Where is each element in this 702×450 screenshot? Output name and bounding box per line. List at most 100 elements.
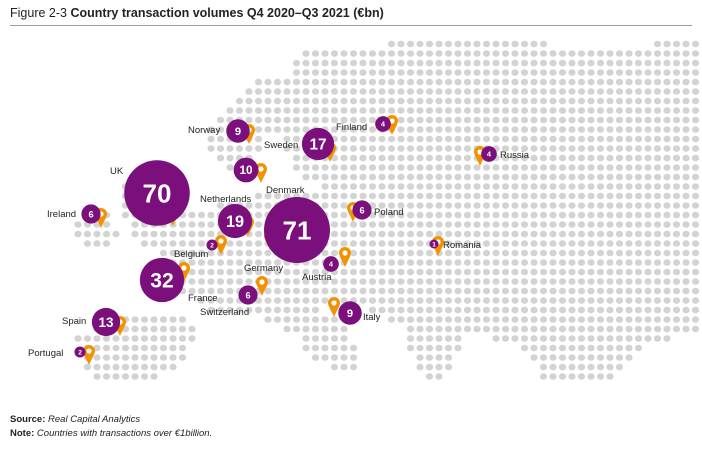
- land-dot: [539, 202, 548, 209]
- land-dot: [549, 221, 557, 228]
- land-dot: [463, 287, 472, 295]
- land-dot: [587, 107, 595, 114]
- land-dot: [321, 97, 329, 105]
- land-dot: [245, 107, 253, 114]
- land-dot: [378, 278, 386, 285]
- land-dot: [216, 126, 225, 133]
- land-dot: [568, 78, 576, 86]
- land-dot: [254, 306, 263, 314]
- value-label: 4: [381, 120, 386, 129]
- land-dot: [492, 211, 500, 219]
- land-dot: [577, 192, 586, 200]
- land-dot: [273, 306, 282, 314]
- land-dot: [558, 211, 567, 219]
- land-dot: [435, 287, 443, 295]
- land-dot: [644, 211, 652, 219]
- land-dot: [634, 316, 643, 323]
- land-dot: [482, 135, 491, 143]
- land-dot: [539, 287, 548, 295]
- note-text: Countries with transactions over €1billi…: [36, 428, 213, 439]
- land-dot: [378, 173, 386, 181]
- land-dot: [330, 126, 339, 133]
- land-dot: [397, 202, 405, 209]
- land-dot: [577, 249, 586, 257]
- land-dot: [587, 183, 595, 190]
- pin-hole: [181, 265, 187, 271]
- land-dot: [539, 154, 548, 162]
- land-dot: [549, 135, 557, 143]
- land-dot: [368, 306, 377, 314]
- land-dot: [501, 335, 510, 342]
- land-dot: [530, 268, 538, 276]
- land-dot: [178, 316, 187, 323]
- land-dot: [663, 316, 671, 323]
- land-dot: [672, 164, 681, 171]
- land-dot: [235, 306, 244, 314]
- land-dot: [587, 88, 595, 95]
- land-dot: [482, 278, 491, 285]
- land-dot: [406, 154, 415, 162]
- land-dot: [606, 88, 614, 95]
- source-text: Real Capital Analytics: [48, 414, 141, 425]
- land-dot: [368, 107, 377, 114]
- land-dot: [397, 135, 405, 143]
- land-dot: [330, 230, 339, 238]
- land-dot: [340, 211, 348, 219]
- land-dot: [340, 344, 348, 352]
- land-dot: [444, 306, 453, 314]
- land-dot: [368, 192, 377, 200]
- land-dot: [368, 145, 377, 152]
- land-dot: [302, 325, 310, 333]
- land-dot: [606, 126, 614, 133]
- land-dot: [615, 344, 624, 352]
- land-dot: [558, 335, 567, 342]
- land-dot: [435, 116, 443, 124]
- land-dot: [625, 211, 633, 219]
- land-dot: [226, 297, 234, 304]
- land-dot: [473, 259, 481, 266]
- land-dot: [530, 240, 538, 247]
- land-dot: [254, 78, 263, 86]
- land-dot: [349, 240, 358, 247]
- land-dot: [330, 107, 339, 114]
- land-dot: [682, 287, 690, 295]
- land-dot: [577, 173, 586, 181]
- land-dot: [568, 116, 576, 124]
- land-dot: [463, 97, 472, 105]
- land-dot: [473, 173, 481, 181]
- land-dot: [416, 202, 424, 209]
- land-dot: [568, 97, 576, 105]
- land-dot: [634, 173, 643, 181]
- land-dot: [349, 287, 358, 295]
- land-dot: [330, 59, 339, 67]
- land-dot: [492, 107, 500, 114]
- land-dot: [511, 297, 519, 304]
- land-dot: [530, 306, 538, 314]
- land-dot: [539, 354, 548, 361]
- land-dot: [606, 78, 614, 86]
- land-dot: [340, 278, 348, 285]
- land-dot: [587, 249, 595, 257]
- land-dot: [558, 363, 567, 371]
- location-pin-icon: [83, 345, 95, 365]
- land-dot: [520, 59, 529, 67]
- land-dot: [235, 107, 244, 114]
- land-dot: [302, 69, 310, 76]
- land-dot: [444, 297, 453, 304]
- land-dot: [311, 278, 320, 285]
- land-dot: [207, 126, 215, 133]
- land-dot: [368, 278, 377, 285]
- land-dot: [178, 221, 187, 228]
- land-dot: [444, 145, 453, 152]
- land-dot: [178, 335, 187, 342]
- land-dot: [520, 69, 529, 76]
- land-dot: [340, 363, 348, 371]
- land-dot: [435, 344, 443, 352]
- value-label: 1: [432, 241, 436, 248]
- land-dot: [349, 59, 358, 67]
- land-dot: [482, 50, 491, 57]
- land-dot: [568, 211, 576, 219]
- land-dot: [520, 154, 529, 162]
- land-dot: [672, 69, 681, 76]
- land-dot: [311, 69, 320, 76]
